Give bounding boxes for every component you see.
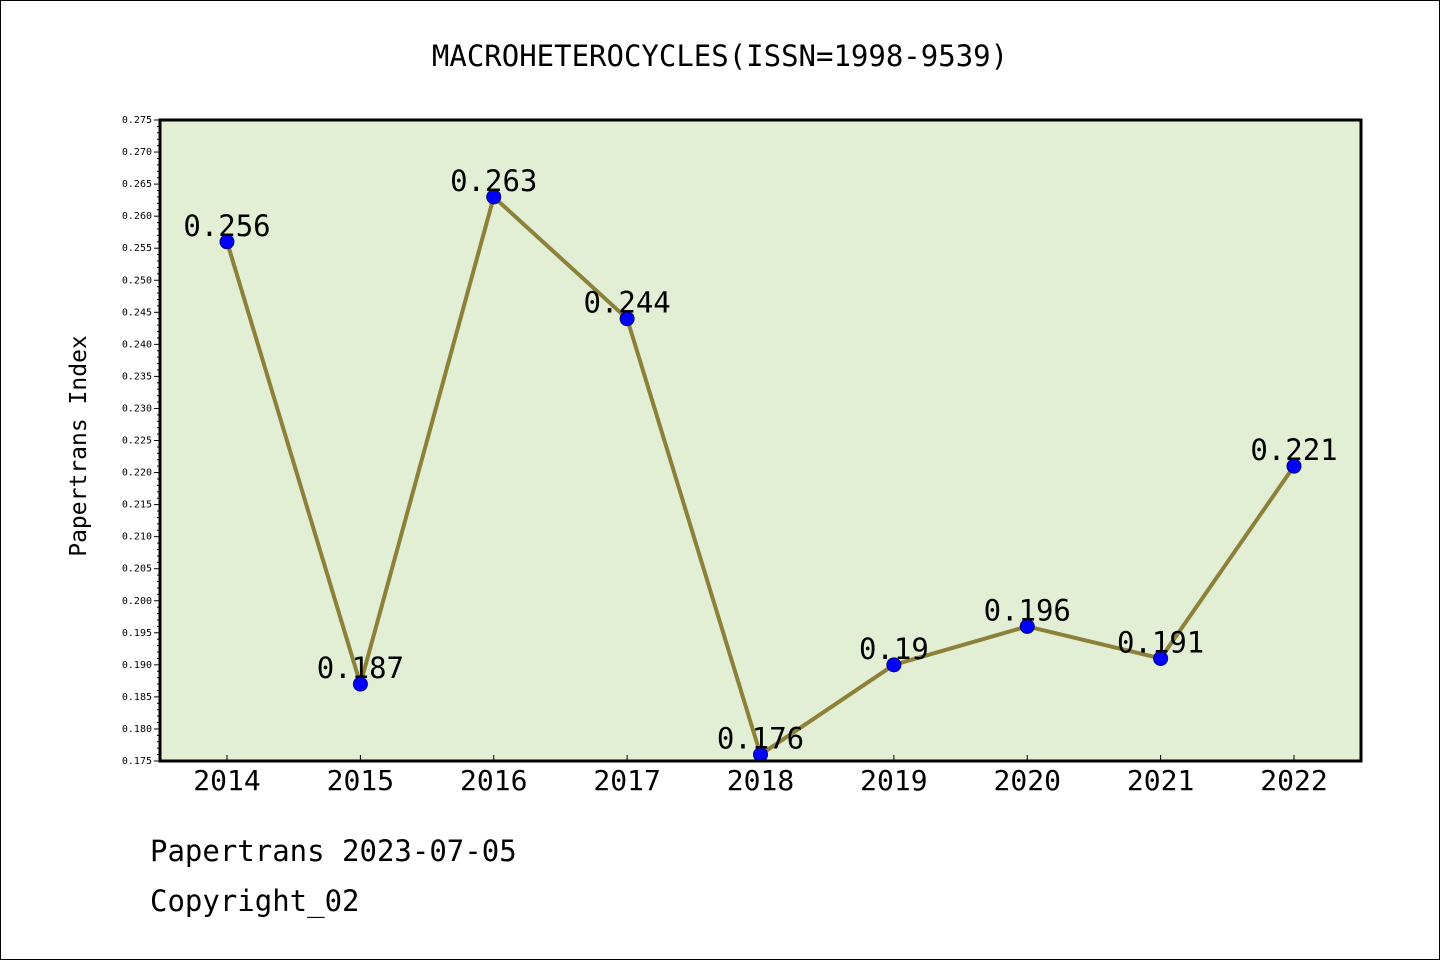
y-tick-label: 0.270 (122, 147, 152, 158)
data-point (486, 189, 502, 205)
plot-border (158, 118, 1363, 763)
data-label: 0.196 (984, 593, 1071, 627)
y-tick-label: 0.240 (122, 339, 152, 350)
y-tick-label: 0.180 (122, 724, 152, 735)
y-tick-label: 0.195 (122, 628, 152, 639)
data-label: 0.191 (1117, 625, 1204, 659)
y-tick-label: 0.185 (122, 692, 152, 703)
x-tick-label: 2021 (1127, 764, 1194, 797)
x-tick-label: 2015 (327, 764, 394, 797)
x-tick-label: 2017 (593, 764, 660, 797)
data-point (1153, 650, 1169, 666)
footer-copyright: Copyright_02 (150, 884, 360, 918)
y-tick-label: 0.205 (122, 564, 152, 575)
y-tick-label: 0.250 (122, 275, 152, 286)
data-point (219, 234, 235, 250)
data-label: 0.263 (450, 164, 537, 198)
y-tick-label: 0.225 (122, 436, 152, 447)
data-point (1286, 458, 1302, 474)
data-point (619, 311, 635, 327)
x-tick-label: 2022 (1260, 764, 1327, 797)
y-tick-label: 0.265 (122, 179, 152, 190)
y-tick-label: 0.235 (122, 371, 152, 382)
data-point (352, 676, 368, 692)
footer-source: Papertrans 2023-07-05 (150, 834, 517, 868)
y-axis-label: Papertrans Index (66, 335, 92, 557)
y-tick-label: 0.230 (122, 403, 152, 414)
data-label: 0.187 (317, 651, 404, 685)
y-tick-label: 0.175 (122, 756, 152, 767)
y-tick-label: 0.210 (122, 532, 152, 543)
x-axis: 2014 2015 2016 2017 2018 2019 2020 2021 2022 (193, 755, 1328, 797)
chart-title: MACROHETEROCYCLES(ISSN=1998-9539) (432, 39, 1008, 73)
data-point (1019, 618, 1035, 634)
y-tick-label: 0.245 (122, 307, 152, 318)
data-label: 0.176 (717, 722, 804, 756)
y-tick-label: 0.255 (122, 243, 152, 254)
y-tick-label: 0.220 (122, 468, 152, 479)
data-label: 0.256 (183, 209, 270, 243)
y-tick-label: 0.215 (122, 500, 152, 511)
y-tick-label: 0.200 (122, 596, 152, 607)
x-tick-label: 2019 (860, 764, 927, 797)
data-label: 0.19 (859, 632, 929, 666)
data-label: 0.244 (583, 286, 670, 320)
data-label: 0.221 (1250, 433, 1337, 467)
y-tick-label: 0.275 (122, 115, 152, 126)
x-tick-label: 2014 (193, 764, 260, 797)
x-tick-label: 2018 (727, 764, 794, 797)
series: 0.256 0.187 0.263 0.244 0.176 0.19 0.196 0.191 0… (183, 164, 1338, 763)
y-tick-label: 0.260 (122, 211, 152, 222)
x-tick-label: 2016 (460, 764, 527, 797)
data-point (886, 657, 902, 673)
x-tick-label: 2020 (994, 764, 1061, 797)
y-tick-label: 0.190 (122, 660, 152, 671)
y-axis: 0.175 0.180 0.185 0.190 0.195 0.200 0.205 0.210… (122, 115, 160, 767)
